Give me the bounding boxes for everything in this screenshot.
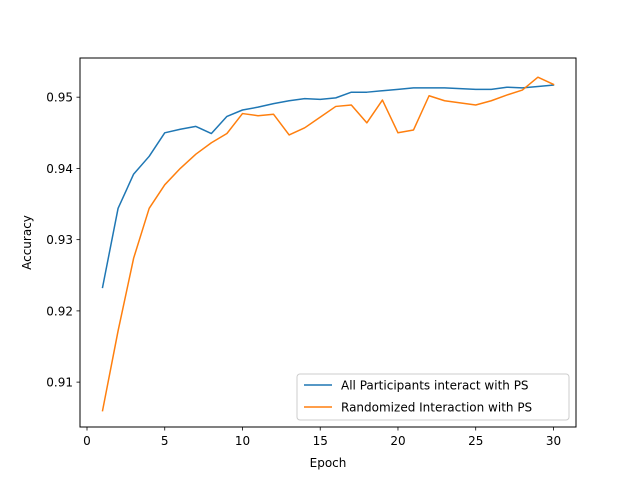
x-tick-label: 10	[235, 434, 250, 448]
y-tick-label: 0.95	[46, 91, 73, 105]
x-axis-label: Epoch	[310, 456, 347, 470]
series-layer	[101, 76, 555, 412]
y-tick-label: 0.94	[46, 162, 73, 176]
y-tick-label: 0.92	[46, 304, 73, 318]
x-tick-label: 30	[546, 434, 561, 448]
legend-label-randomized: Randomized Interaction with PS	[341, 401, 532, 415]
x-tick-label: 0	[83, 434, 91, 448]
x-tick-label: 20	[390, 434, 405, 448]
legend-box	[296, 373, 570, 421]
legend: All Participants interact with PS Random…	[296, 373, 570, 421]
x-tick-label: 15	[313, 434, 328, 448]
series-line-randomized	[101, 76, 555, 412]
y-tick-label: 0.91	[46, 376, 73, 390]
x-axis: 0 5 10 15 20 25 30	[83, 427, 561, 448]
series-line-all-participants	[101, 84, 555, 289]
x-tick-label: 25	[468, 434, 483, 448]
y-tick-label: 0.93	[46, 233, 73, 247]
y-axis-label: Accuracy	[20, 215, 34, 270]
x-tick-label: 5	[161, 434, 169, 448]
y-axis: 0.91 0.92 0.93 0.94 0.95	[46, 91, 80, 390]
legend-label-all-participants: All Participants interact with PS	[341, 379, 529, 393]
axes-frame	[79, 57, 577, 428]
